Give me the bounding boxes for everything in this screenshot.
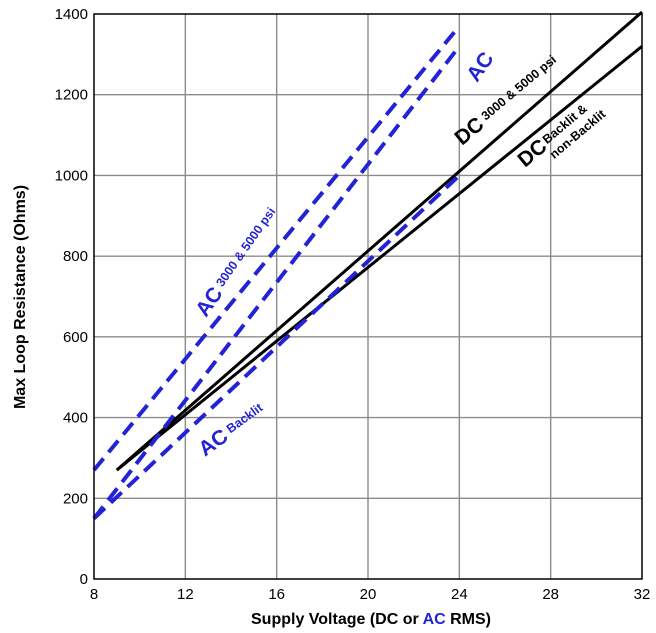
x-axis-label-part-1: Supply Voltage (DC or — [251, 611, 423, 628]
y-tick-label: 0 — [80, 571, 88, 588]
x-axis-label: Supply Voltage (DC or AC RMS) — [251, 611, 491, 628]
ac-line-3 — [92, 24, 461, 472]
y-tick-label: 1400 — [55, 6, 88, 23]
y-axis-label: Max Loop Resistance (Ohms) — [12, 185, 29, 409]
x-tick-label: 12 — [177, 586, 194, 603]
annotation-ac-left-sub: 3000 & 5000 psi — [213, 205, 278, 289]
annotation-ac-left: AC3000 & 5000 psi — [191, 203, 283, 321]
plot-frame — [93, 13, 643, 580]
annotation-ac-bottom: ACBacklit — [194, 398, 269, 461]
x-tick-label: 20 — [360, 586, 377, 603]
x-axis-label-ac: AC — [423, 611, 447, 628]
y-tick-label: 1200 — [55, 87, 88, 104]
grid — [94, 14, 642, 579]
y-tick-label: 1000 — [55, 167, 88, 184]
series-group — [92, 10, 643, 520]
y-tick-label: 600 — [63, 329, 88, 346]
y-tick-label: 400 — [63, 410, 88, 427]
dc-line-1 — [115, 10, 643, 472]
ac-line-5 — [92, 173, 461, 520]
annotation-dc-bottom: DC Backlit & non-Backlit — [513, 102, 608, 172]
x-axis-label-part-3: RMS) — [446, 611, 491, 628]
ac-line-4 — [92, 45, 461, 520]
dc-line-2 — [115, 45, 643, 472]
y-tick-label: 800 — [63, 248, 88, 265]
tick-labels: 8 12 16 20 24 28 32 0 200 400 600 800 1000 1200 1400 — [55, 6, 651, 603]
x-tick-label: 28 — [542, 586, 559, 603]
annotation-ac-left-main: AC — [191, 283, 227, 321]
x-tick-label: 16 — [268, 586, 285, 603]
x-tick-label: 24 — [451, 586, 468, 603]
x-tick-label: 32 — [634, 586, 651, 603]
x-tick-label: 8 — [90, 586, 98, 603]
y-tick-label: 200 — [63, 490, 88, 507]
annotation-ac-mid: AC — [462, 48, 498, 86]
